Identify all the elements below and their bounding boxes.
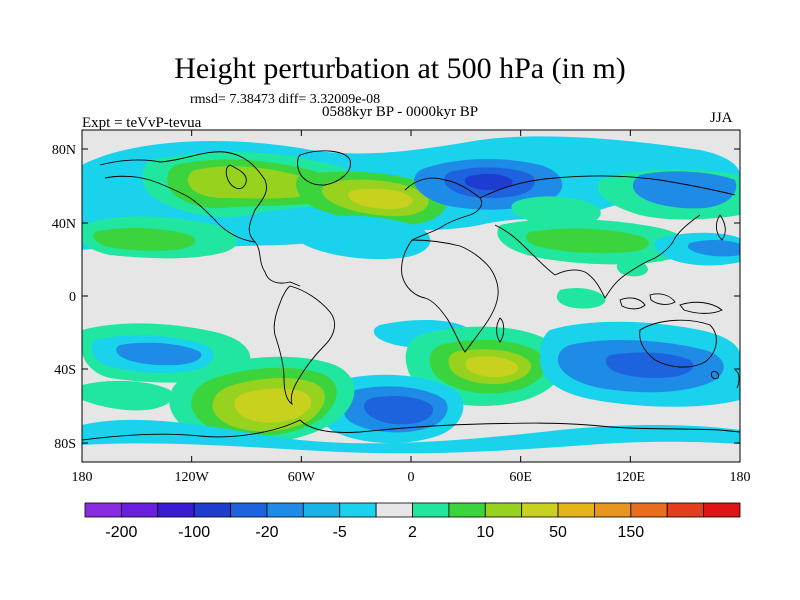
- colorbar-swatch: [703, 502, 741, 518]
- colorbar-swatch: [84, 502, 122, 518]
- lat-tick-label: 0: [69, 290, 76, 305]
- colorbar-label: -20: [255, 524, 278, 541]
- lon-tick-label: 120E: [616, 470, 646, 485]
- experiment-label: Expt = teVvP-tevua: [82, 115, 202, 131]
- colorbar-swatch: [230, 502, 268, 518]
- colorbar-label: -100: [178, 524, 210, 541]
- colorbar-label: 50: [549, 524, 567, 541]
- colorbar-swatch: [375, 502, 413, 518]
- lat-tick-label: 40S: [54, 363, 76, 378]
- colorbar-label: 2: [408, 524, 417, 541]
- colorbar-swatch: [157, 502, 195, 518]
- longitude-axis: 180 120W 60W 0 60E 120E 180: [72, 130, 751, 485]
- colorbar-swatch: [521, 502, 559, 518]
- colorbar-swatch: [120, 502, 159, 518]
- colorbar-label: 150: [617, 524, 644, 541]
- colorbar-label: -200: [105, 524, 137, 541]
- lon-tick-label: 180: [730, 470, 751, 485]
- lon-tick-label: 60W: [288, 470, 316, 485]
- colorbar-swatch: [266, 502, 304, 518]
- plot-title: Height perturbation at 500 hPa (in m): [174, 52, 626, 85]
- colorbar-label: 10: [476, 524, 494, 541]
- lat-tick-label: 80S: [54, 437, 76, 452]
- stats-line: rmsd= 7.38473 diff= 3.32009e-08: [190, 92, 381, 107]
- season-label: JJA: [710, 110, 733, 126]
- period-label: 0588kyr BP - 0000kyr BP: [322, 104, 479, 120]
- lon-tick-label: 180: [72, 470, 93, 485]
- lat-tick-label: 80N: [52, 143, 76, 158]
- latitude-axis: 80N 40N 0 40S 80S: [52, 143, 740, 452]
- height-perturbation-field: [82, 130, 740, 462]
- colorbar: -200 -100 -20 -5 2 10 50 150: [84, 502, 741, 541]
- colorbar-swatch: [557, 502, 595, 518]
- lon-tick-label: 120W: [175, 470, 210, 485]
- coastlines: [82, 150, 740, 441]
- lon-tick-label: 0: [408, 470, 415, 485]
- colorbar-swatch: [193, 502, 231, 518]
- colorbar-swatch: [412, 502, 450, 518]
- colorbar-swatch: [448, 502, 486, 518]
- lat-tick-label: 40N: [52, 217, 76, 232]
- colorbar-swatch: [339, 502, 377, 518]
- lon-tick-label: 60E: [509, 470, 532, 485]
- colorbar-swatch: [484, 502, 523, 518]
- colorbar-swatch: [630, 502, 668, 518]
- colorbar-swatch: [594, 502, 632, 518]
- colorbar-swatch: [666, 502, 705, 518]
- colorbar-label: -5: [333, 524, 347, 541]
- colorbar-swatch: [302, 502, 341, 518]
